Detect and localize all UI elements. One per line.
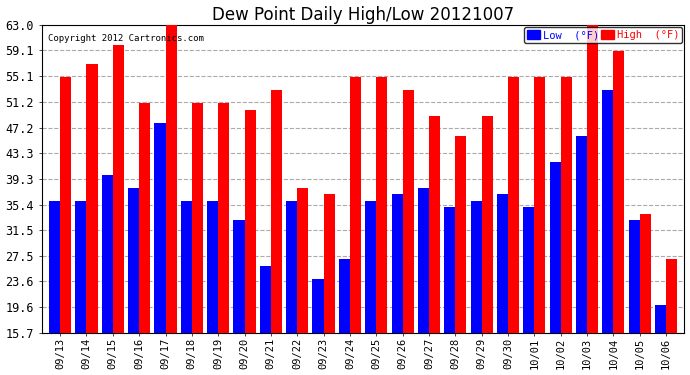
- Bar: [444, 207, 455, 333]
- Bar: [297, 188, 308, 333]
- Bar: [233, 220, 244, 333]
- Bar: [155, 123, 166, 333]
- Bar: [666, 259, 677, 333]
- Bar: [576, 136, 587, 333]
- Bar: [339, 259, 350, 333]
- Bar: [523, 207, 534, 333]
- Bar: [75, 201, 86, 333]
- Bar: [86, 64, 97, 333]
- Bar: [376, 77, 387, 333]
- Bar: [561, 77, 572, 333]
- Bar: [391, 194, 402, 333]
- Bar: [482, 116, 493, 333]
- Title: Dew Point Daily High/Low 20121007: Dew Point Daily High/Low 20121007: [212, 6, 514, 24]
- Legend: Low  (°F), High  (°F): Low (°F), High (°F): [524, 27, 682, 44]
- Bar: [286, 201, 297, 333]
- Bar: [271, 90, 282, 333]
- Bar: [128, 188, 139, 333]
- Bar: [587, 25, 598, 333]
- Bar: [508, 77, 519, 333]
- Bar: [181, 201, 192, 333]
- Bar: [602, 90, 613, 333]
- Bar: [192, 103, 203, 333]
- Bar: [429, 116, 440, 333]
- Text: Copyright 2012 Cartronics.com: Copyright 2012 Cartronics.com: [48, 34, 204, 44]
- Bar: [350, 77, 361, 333]
- Bar: [218, 103, 229, 333]
- Bar: [655, 304, 666, 333]
- Bar: [139, 103, 150, 333]
- Bar: [244, 110, 255, 333]
- Bar: [549, 162, 561, 333]
- Bar: [260, 266, 271, 333]
- Bar: [49, 201, 60, 333]
- Bar: [613, 51, 624, 333]
- Bar: [497, 194, 508, 333]
- Bar: [324, 194, 335, 333]
- Bar: [629, 220, 640, 333]
- Bar: [113, 45, 124, 333]
- Bar: [534, 77, 545, 333]
- Bar: [455, 136, 466, 333]
- Bar: [640, 214, 651, 333]
- Bar: [471, 201, 482, 333]
- Bar: [101, 175, 113, 333]
- Bar: [166, 19, 177, 333]
- Bar: [313, 279, 324, 333]
- Bar: [402, 90, 413, 333]
- Bar: [60, 77, 71, 333]
- Bar: [207, 201, 218, 333]
- Bar: [418, 188, 429, 333]
- Bar: [365, 201, 376, 333]
